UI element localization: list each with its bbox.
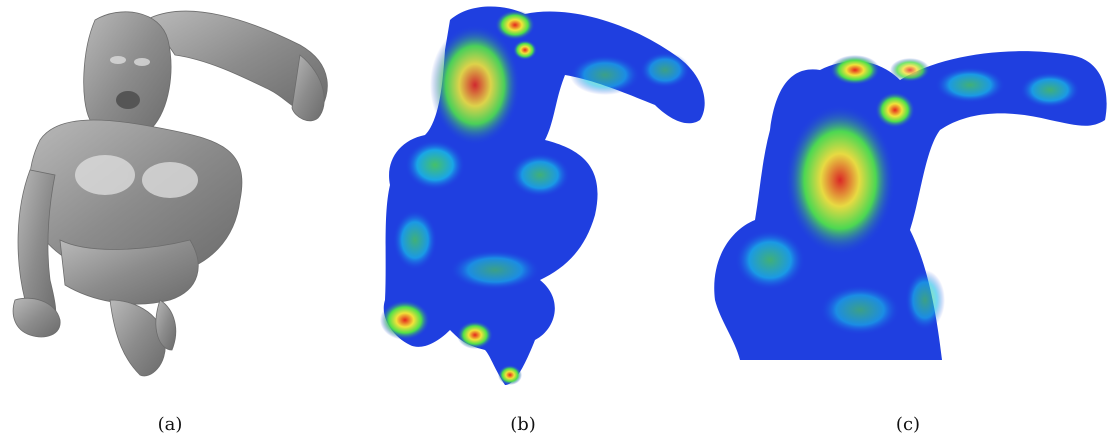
gorilla-mesh-render: [12, 10, 328, 377]
panel-c: [710, 0, 1111, 400]
caption-c: (c): [895, 414, 921, 435]
heatmap-render-full: [380, 6, 705, 386]
caption-b: (b): [510, 414, 536, 435]
caption-a: (a): [157, 414, 183, 435]
heatmap-render-zoom: [714, 51, 1107, 360]
panel-a: [0, 0, 340, 400]
panel-b: [365, 0, 725, 400]
